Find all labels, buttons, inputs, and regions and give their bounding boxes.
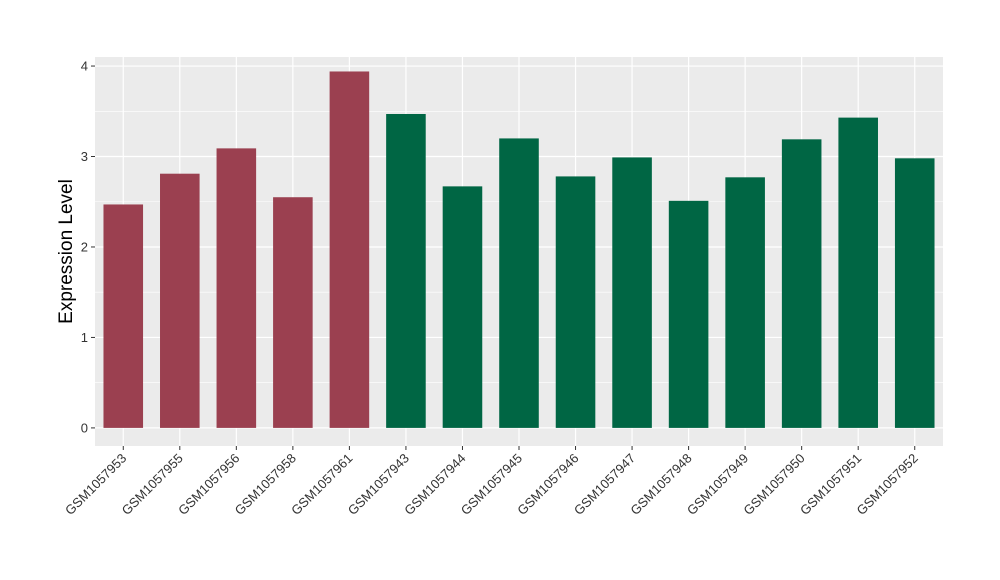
y-axis-title: Expression Level <box>56 179 77 324</box>
bar-GSM1057952 <box>894 158 935 428</box>
bars <box>103 71 935 428</box>
bar-GSM1057945 <box>499 138 539 428</box>
bar-GSM1057953 <box>103 204 144 428</box>
y-axis: 0 1 2 3 4 <box>81 59 95 435</box>
bar-GSM1057961 <box>329 71 370 428</box>
y-tick-label: 3 <box>81 149 88 164</box>
bar-GSM1057958 <box>273 197 313 428</box>
bar-GSM1057955 <box>160 173 200 428</box>
bar-GSM1057943 <box>386 113 426 428</box>
bar-GSM1057951 <box>838 117 878 428</box>
y-tick-label: 1 <box>81 330 88 345</box>
y-tick-label: 2 <box>81 239 88 254</box>
x-axis: GSM1057953GSM1057955GSM1057956GSM1057958… <box>62 446 921 518</box>
bar-GSM1057944 <box>442 186 483 428</box>
y-tick-label: 0 <box>81 420 88 435</box>
bar-GSM1057956 <box>216 148 257 428</box>
bar-GSM1057949 <box>725 177 765 428</box>
bar-GSM1057947 <box>612 157 652 428</box>
bar-GSM1057946 <box>555 176 596 428</box>
y-tick-label: 4 <box>81 59 88 74</box>
bar-GSM1057950 <box>781 139 822 428</box>
bar-GSM1057948 <box>668 200 709 428</box>
